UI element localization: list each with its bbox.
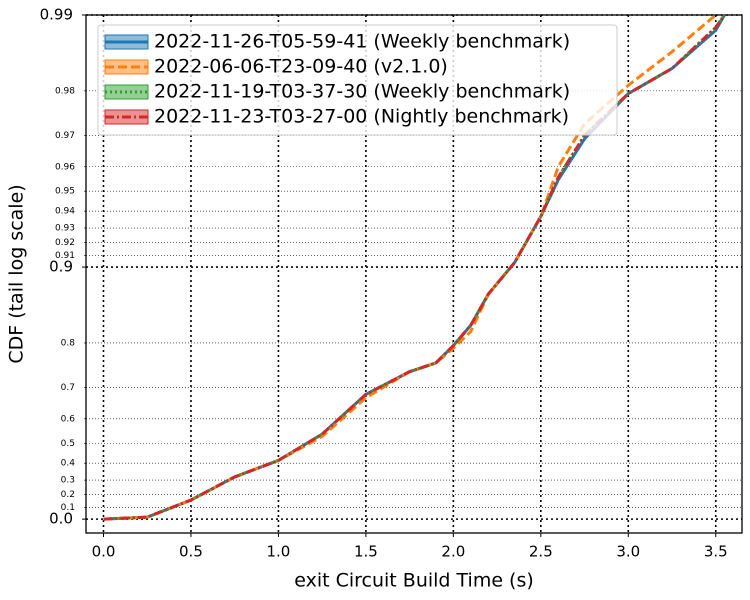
y-minor-tick-label: 0.6 bbox=[61, 414, 76, 424]
x-tick-label: 2.5 bbox=[529, 543, 553, 561]
y-minor-tick-label: 0.3 bbox=[61, 476, 75, 486]
x-tick-label: 0.0 bbox=[92, 543, 116, 561]
legend-entry: 2022-11-19-T03-37-30 (Weekly benchmark) bbox=[104, 81, 570, 103]
series-line bbox=[103, 14, 726, 521]
y-minor-tick-label: 0.97 bbox=[55, 131, 75, 141]
x-tick-label: 1.0 bbox=[266, 543, 290, 561]
y-minor-tick-label: 0.1 bbox=[61, 503, 75, 513]
legend-entry: 2022-06-06-T23-09-40 (v2.1.0) bbox=[104, 56, 448, 78]
y-minor-tick-label: 0.5 bbox=[61, 439, 75, 449]
x-tick-label: 3.5 bbox=[704, 543, 728, 561]
y-minor-tick-label: 0.8 bbox=[61, 338, 76, 348]
y-minor-tick-label: 0.7 bbox=[61, 383, 75, 393]
x-tick-label: 3.0 bbox=[616, 543, 640, 561]
legend-entry: 2022-11-23-T03-27-00 (Nightly benchmark) bbox=[104, 106, 569, 128]
x-tick-label: 0.5 bbox=[179, 543, 203, 561]
y-minor-tick-label: 0.98 bbox=[55, 86, 75, 96]
legend-entry: 2022-11-26-T05-59-41 (Weekly benchmark) bbox=[104, 31, 570, 53]
legend-box bbox=[97, 24, 618, 136]
y-minor-tick-label: 0.91 bbox=[55, 251, 75, 261]
y-minor-tick-label: 0.94 bbox=[55, 207, 75, 217]
y-tick-label: 0.9 bbox=[49, 258, 73, 276]
series-line bbox=[103, 13, 717, 521]
y-axis-label: CDF (tail log scale) bbox=[6, 184, 28, 363]
y-minor-tick-label: 0.93 bbox=[55, 224, 75, 234]
legend-label: 2022-11-26-T05-59-41 (Weekly benchmark) bbox=[154, 31, 570, 53]
y-minor-tick-label: 0.96 bbox=[55, 162, 75, 172]
x-tick-label: 1.5 bbox=[354, 543, 378, 561]
y-minor-tick-label: 0.4 bbox=[61, 459, 76, 469]
legend-label: 2022-11-23-T03-27-00 (Nightly benchmark) bbox=[154, 106, 569, 128]
legend-label: 2022-06-06-T23-09-40 (v2.1.0) bbox=[154, 56, 448, 78]
y-tick-label: 0.99 bbox=[40, 6, 73, 24]
x-tick-label: 2.0 bbox=[441, 543, 465, 561]
y-tick-label: 0.0 bbox=[49, 510, 73, 528]
y-minor-tick-label: 0.92 bbox=[55, 238, 75, 248]
y-minor-tick-label: 0.95 bbox=[55, 187, 75, 197]
y-minor-tick-label: 0.2 bbox=[61, 490, 75, 500]
x-axis-label: exit Circuit Build Time (s) bbox=[294, 570, 534, 592]
legend-label: 2022-11-19-T03-37-30 (Weekly benchmark) bbox=[154, 81, 570, 103]
plot-frame bbox=[85, 14, 743, 534]
